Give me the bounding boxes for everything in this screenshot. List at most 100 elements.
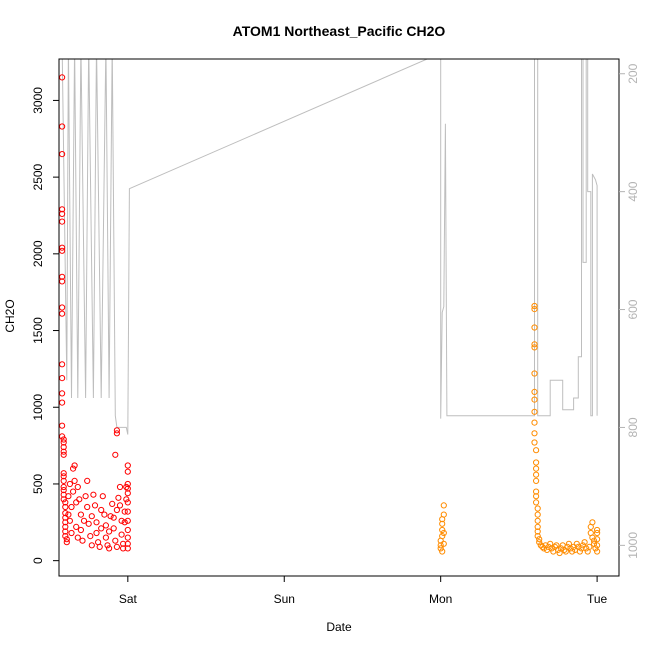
data-point: [98, 506, 105, 514]
data-point: [589, 519, 596, 526]
data-point: [60, 477, 67, 484]
data-point: [592, 545, 599, 552]
data-point: [74, 534, 81, 541]
data-point: [570, 543, 577, 551]
data-point: [88, 513, 95, 520]
data-point: [102, 534, 110, 541]
data-point: [118, 531, 125, 538]
data-point: [534, 528, 541, 535]
y-tick-label: 2000: [31, 240, 45, 267]
data-point: [537, 542, 544, 549]
data-point: [590, 537, 598, 544]
data-point: [106, 545, 113, 552]
data-point: [62, 499, 69, 506]
data-point: [536, 536, 543, 543]
data-point: [87, 533, 94, 540]
data-point: [59, 310, 66, 317]
data-point: [73, 523, 80, 531]
data-point: [63, 536, 70, 543]
data-point: [84, 503, 91, 511]
data-point: [531, 388, 538, 395]
data-point: [62, 528, 69, 535]
x-tick-label: Sun: [274, 592, 295, 606]
data-point: [98, 525, 105, 532]
data-point: [106, 528, 113, 535]
data-point: [59, 433, 66, 440]
data-point: [531, 302, 538, 310]
data-point: [88, 542, 95, 549]
y2-tick-label: 600: [626, 299, 640, 319]
y-tick-label: 3000: [31, 87, 45, 114]
data-point: [102, 522, 110, 529]
data-point: [109, 500, 116, 507]
x-tick-label: Mon: [429, 592, 452, 606]
data-point: [124, 480, 131, 488]
data-point: [124, 508, 131, 515]
data-point: [93, 519, 100, 526]
data-point: [554, 546, 562, 554]
data-point: [59, 123, 66, 130]
data-point: [586, 543, 593, 551]
data-point: [90, 491, 97, 498]
data-point: [440, 540, 447, 547]
data-point: [440, 511, 447, 518]
data-point: [59, 375, 66, 382]
data-point: [80, 517, 88, 524]
data-point: [59, 218, 66, 225]
data-point: [533, 488, 540, 495]
data-point: [545, 543, 552, 551]
data-point: [60, 483, 67, 491]
data-point: [107, 513, 114, 520]
data-point: [594, 542, 601, 549]
chart-title: ATOM1 Northeast_Pacific CH2O: [233, 23, 446, 39]
data-point: [82, 493, 89, 500]
data-point: [123, 483, 130, 491]
data-point: [124, 468, 131, 475]
data-point: [531, 306, 538, 313]
data-point: [124, 540, 131, 547]
data-point: [531, 408, 538, 415]
y-axis-label: CH2O: [3, 299, 17, 332]
data-point: [59, 422, 66, 429]
data-point: [539, 543, 546, 551]
data-point: [124, 545, 131, 552]
data-point: [534, 533, 541, 540]
data-point: [124, 534, 131, 541]
data-point: [59, 390, 66, 397]
x-tick-label: Sat: [119, 592, 138, 606]
data-point: [62, 514, 69, 521]
data-point: [579, 542, 587, 549]
data-point: [439, 526, 446, 534]
data-point: [68, 503, 75, 511]
data-point: [77, 526, 85, 534]
data-point: [533, 459, 540, 466]
data-point: [594, 526, 601, 534]
data-point: [123, 496, 130, 503]
data-point: [104, 542, 111, 549]
data-point: [121, 508, 128, 515]
data-point: [534, 511, 541, 518]
data-point: [66, 517, 74, 524]
data-point: [101, 511, 108, 518]
data-point: [558, 545, 565, 552]
data-point: [124, 490, 131, 497]
data-point: [113, 506, 121, 514]
data-point: [124, 462, 131, 469]
data-point: [531, 396, 538, 403]
data-point: [124, 526, 131, 534]
data-point: [573, 540, 580, 547]
x-axis: Sat Sun Mon Tue: [119, 576, 608, 606]
data-point: [96, 543, 103, 551]
data-point: [533, 493, 540, 500]
data-point: [63, 539, 70, 546]
data-point: [576, 548, 584, 555]
data-point: [531, 439, 538, 446]
data-point: [62, 523, 69, 531]
pressure-line: [61, 59, 598, 435]
data-point: [583, 545, 590, 552]
data-point: [439, 533, 446, 540]
data-point: [60, 451, 67, 458]
data-point: [533, 499, 540, 506]
data-point: [124, 485, 131, 492]
